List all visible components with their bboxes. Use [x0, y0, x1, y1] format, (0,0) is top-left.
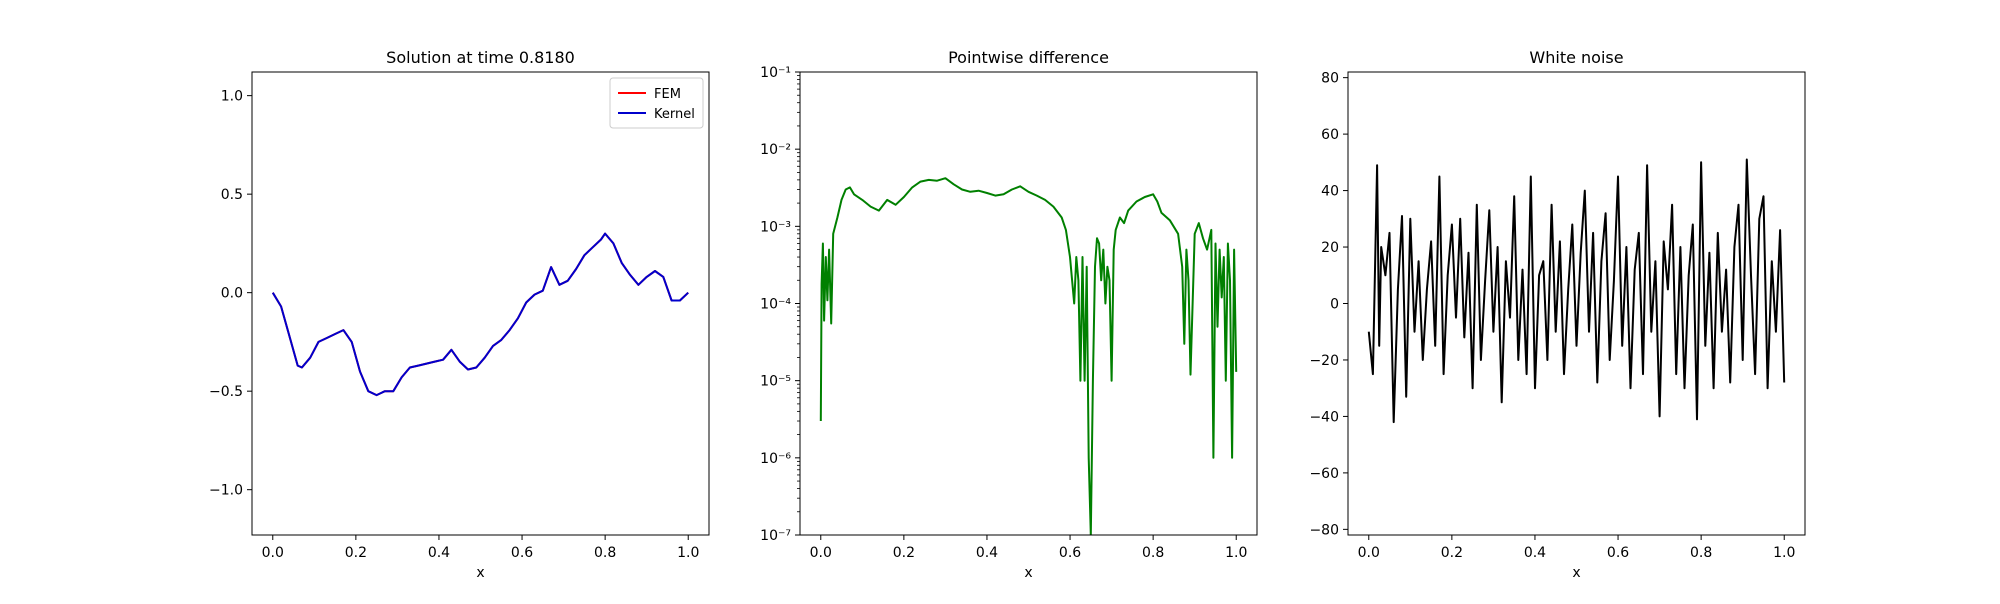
x-tick-label: 1.0	[1225, 545, 1247, 561]
y-tick-label: −80	[1309, 522, 1339, 538]
x-axis-label: x	[1572, 565, 1580, 581]
series-line-1	[1367, 158, 1786, 424]
y-tick-label: 10⁻⁶	[760, 451, 791, 467]
y-tick-label: 40	[1321, 184, 1339, 200]
legend: FEM Kernel	[609, 77, 704, 129]
x-tick-label: 0.0	[1358, 545, 1380, 561]
x-tick-label: 0.4	[428, 545, 450, 561]
y-tick-label: 80	[1321, 71, 1339, 87]
chart-title: White noise	[1529, 48, 1623, 67]
x-tick-label: 0.4	[976, 545, 998, 561]
x-tick-label: 0.8	[594, 545, 616, 561]
y-tick-label: 10⁻⁷	[760, 528, 791, 544]
y-tick-label: 0	[1330, 297, 1339, 313]
y-tick-label: 0.0	[221, 286, 243, 302]
x-tick-label: 0.0	[810, 545, 832, 561]
subplot-3: 0.0 0.2 0.4 0.6 0.8 1.0 80 60 40 20 0 −20 −40 −60 −80 W…	[1309, 48, 1806, 581]
x-axis-label: x	[1024, 565, 1032, 581]
legend-box	[609, 77, 704, 129]
legend-label-kernel: Kernel	[654, 107, 695, 122]
y-tick-label: 10⁻⁵	[760, 374, 791, 390]
x-tick-label: 0.6	[1607, 545, 1629, 561]
y-tick-label: −1.0	[209, 483, 243, 499]
x-tick-label: 0.2	[893, 545, 915, 561]
chart-title: Pointwise difference	[948, 48, 1109, 67]
series-line-1	[819, 177, 1238, 535]
y-tick-label: 10⁻⁴	[760, 297, 791, 313]
x-tick-label: 0.8	[1142, 545, 1164, 561]
x-tick-label: 0.2	[1441, 545, 1463, 561]
series-line-kernel	[271, 232, 689, 397]
y-tick-label: −40	[1309, 409, 1339, 425]
subplot-1: 0.0 0.2 0.4 0.6 0.8 1.0 1.0 0.5 0.0 −0.5 −1.0 Solut…	[209, 48, 710, 581]
series-line-fem	[271, 232, 689, 397]
chart-title: Solution at time 0.8180	[386, 48, 575, 67]
subplot-2: 0.0 0.2 0.4 0.6 0.8 1.0 10⁻⁷ 10⁻⁶ 10⁻⁵ 10⁻⁴ 10⁻³ 10…	[760, 48, 1258, 581]
y-tick-label: 10⁻²	[760, 142, 791, 158]
x-tick-label: 1.0	[1773, 545, 1795, 561]
x-axis-label: x	[476, 565, 484, 581]
y-tick-label: 60	[1321, 127, 1339, 143]
y-tick-label: 1.0	[221, 89, 243, 105]
x-tick-label: 0.4	[1524, 545, 1546, 561]
y-tick-label: 20	[1321, 240, 1339, 256]
y-tick-label: 10⁻³	[760, 219, 791, 235]
legend-label-fem: FEM	[654, 87, 681, 102]
x-tick-label: 0.0	[262, 545, 284, 561]
y-tick-label: −60	[1309, 466, 1339, 482]
x-tick-label: 0.6	[1059, 545, 1081, 561]
x-tick-label: 0.2	[345, 545, 367, 561]
axes-frame	[251, 71, 710, 536]
y-tick-label: −20	[1309, 353, 1339, 369]
x-tick-label: 0.6	[511, 545, 533, 561]
x-tick-label: 1.0	[677, 545, 699, 561]
x-tick-label: 0.8	[1690, 545, 1712, 561]
y-tick-label: 0.5	[221, 187, 243, 203]
y-tick-label: −0.5	[209, 384, 243, 400]
y-tick-label: 10⁻¹	[760, 65, 791, 81]
